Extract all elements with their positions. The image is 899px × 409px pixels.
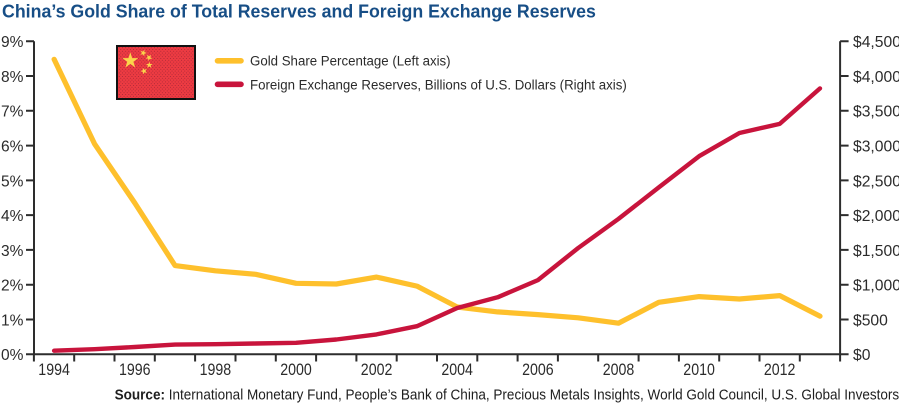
svg-text:9%: 9% <box>1 34 23 51</box>
svg-text:$2,000: $2,000 <box>853 208 899 225</box>
svg-text:China’s Gold Share of Total Re: China’s Gold Share of Total Reserves and… <box>2 1 596 21</box>
svg-text:2004: 2004 <box>441 361 473 379</box>
svg-text:1996: 1996 <box>119 361 151 379</box>
svg-text:3%: 3% <box>1 243 23 260</box>
svg-text:Foreign Exchange Reserves, Bil: Foreign Exchange Reserves, Billions of U… <box>250 77 627 92</box>
svg-text:$2,500: $2,500 <box>853 173 899 190</box>
svg-text:1994: 1994 <box>38 361 70 379</box>
svg-text:$4,000: $4,000 <box>853 69 899 86</box>
svg-text:2000: 2000 <box>280 361 312 379</box>
svg-text:Source: International Monetary: Source: International Monetary Fund, Peo… <box>115 386 899 403</box>
svg-text:$500: $500 <box>853 312 888 329</box>
svg-text:2006: 2006 <box>522 361 554 379</box>
svg-text:1998: 1998 <box>200 361 232 379</box>
svg-text:0%: 0% <box>1 347 23 364</box>
svg-text:$1,500: $1,500 <box>853 243 899 260</box>
svg-text:5%: 5% <box>1 173 23 190</box>
svg-text:4%: 4% <box>1 208 23 225</box>
svg-text:2008: 2008 <box>603 361 635 379</box>
svg-text:7%: 7% <box>1 104 23 121</box>
svg-text:2002: 2002 <box>361 361 393 379</box>
svg-text:2%: 2% <box>1 277 23 294</box>
svg-text:$0: $0 <box>853 347 871 364</box>
svg-text:$4,500: $4,500 <box>853 34 899 51</box>
svg-text:6%: 6% <box>1 138 23 155</box>
svg-text:2010: 2010 <box>683 361 715 379</box>
svg-text:1%: 1% <box>1 312 23 329</box>
svg-text:$3,500: $3,500 <box>853 104 899 121</box>
svg-text:$1,000: $1,000 <box>853 277 899 294</box>
svg-text:8%: 8% <box>1 69 23 86</box>
svg-text:Gold Share Percentage (Left ax: Gold Share Percentage (Left axis) <box>250 53 451 68</box>
svg-text:$3,000: $3,000 <box>853 138 899 155</box>
svg-text:2012: 2012 <box>764 361 796 379</box>
